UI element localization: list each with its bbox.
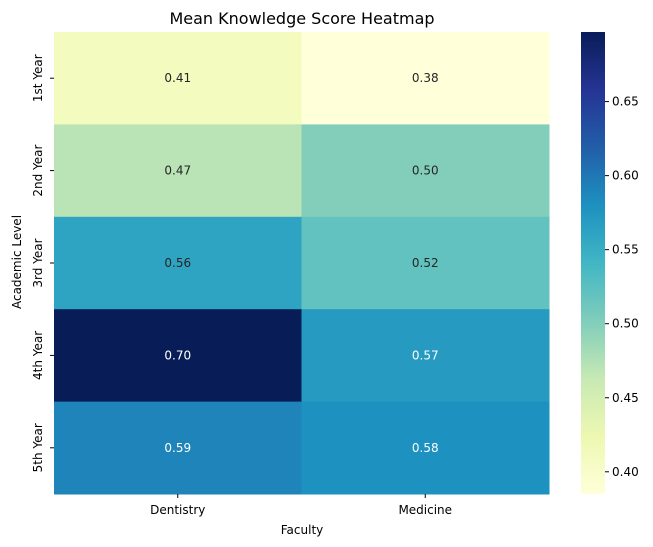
heatmap-cell [54, 309, 302, 403]
heatmap-cell [301, 216, 550, 310]
y-tick-label: 5th Year [31, 423, 45, 472]
x-tick-label: Medicine [398, 503, 452, 517]
heatmap-cell [54, 401, 302, 495]
x-tick-label: Dentistry [150, 503, 205, 517]
cell-value-label: 0.52 [412, 256, 439, 270]
heatmap-cell [301, 401, 550, 495]
heatmap-cell [54, 32, 302, 125]
y-tick-label: 2nd Year [31, 144, 45, 196]
y-tick-label: 1st Year [31, 54, 45, 102]
heatmap-cell [54, 216, 302, 310]
heatmap-cell [54, 124, 302, 218]
cell-value-label: 0.38 [412, 71, 439, 85]
cell-value-label: 0.59 [164, 441, 191, 455]
heatmap-cell [301, 124, 550, 218]
x-axis-label: Faculty [281, 523, 324, 537]
heatmap-cell [301, 32, 550, 125]
chart-title: Mean Knowledge Score Heatmap [169, 9, 434, 28]
y-tick-label: 4th Year [31, 331, 45, 380]
cell-value-label: 0.47 [164, 164, 191, 178]
y-axis-label: Academic Level [10, 215, 24, 309]
colorbar-ticks: 0.40 0.45 0.50 0.55 0.60 0.65 [605, 95, 639, 479]
colorbar-tick-label: 0.65 [612, 95, 639, 109]
y-tick-label: 3rd Year [31, 238, 45, 287]
cell-value-label: 0.50 [412, 164, 439, 178]
cell-value-label: 0.41 [164, 71, 191, 85]
y-axis-ticks: 1st Year 2nd Year 3rd Year 4th Year 5th Year [31, 54, 54, 472]
colorbar-tick-label: 0.55 [612, 243, 639, 257]
cell-value-label: 0.70 [164, 348, 191, 362]
cell-value-label: 0.57 [412, 348, 439, 362]
x-axis-ticks: Dentistry Medicine [150, 494, 452, 517]
colorbar-tick-label: 0.40 [612, 465, 639, 479]
colorbar-tick-label: 0.45 [612, 391, 639, 405]
heatmap-cell [301, 309, 550, 403]
colorbar [581, 32, 605, 494]
cell-value-label: 0.56 [164, 256, 191, 270]
colorbar-tick-label: 0.60 [612, 169, 639, 183]
heatmap-cells: 0.41 0.38 0.47 0.50 0.56 0.52 0.70 0.57 0.59 0.58 [54, 32, 550, 495]
cell-value-label: 0.58 [412, 441, 439, 455]
colorbar-tick-label: 0.50 [612, 317, 639, 331]
